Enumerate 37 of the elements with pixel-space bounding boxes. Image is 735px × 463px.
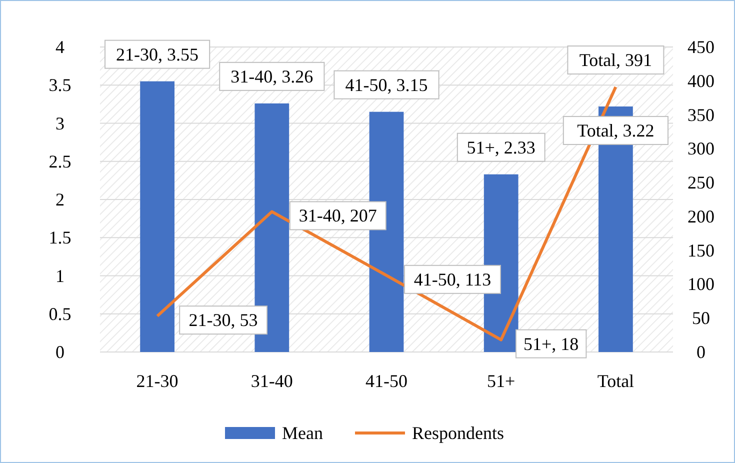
y-tick-label: 0.5	[48, 304, 72, 324]
y2-tick-label: 0	[696, 342, 706, 362]
y-tick-label: 2.5	[48, 151, 72, 172]
y2-tick-label: 450	[688, 37, 714, 57]
legend-label: Respondents	[412, 423, 504, 443]
y2-tick-label: 100	[688, 274, 714, 294]
legend-label: Mean	[282, 423, 323, 443]
x-tick-label: Total	[597, 371, 634, 391]
y-tick-label: 1.5	[48, 228, 72, 248]
data-label: 51+, 2.33	[466, 137, 536, 158]
y2-tick-label: 50	[692, 308, 710, 328]
data-label: 31-40, 207	[298, 206, 377, 226]
y-tick-label: 0	[56, 342, 64, 362]
y2-tick-label: 200	[688, 206, 714, 226]
x-tick-label: 31-40	[250, 371, 293, 391]
data-label: Total, 3.22	[577, 120, 654, 140]
y2-tick-label: 250	[688, 172, 714, 193]
y-tick-label: 3.5	[48, 75, 72, 96]
y-tick-label: 2	[56, 190, 64, 210]
data-label: 41-50, 3.15	[345, 74, 428, 95]
data-label: 31-40, 3.26	[230, 66, 314, 86]
data-label: 21-30, 53	[188, 310, 258, 330]
y2-tick-label: 300	[688, 138, 714, 159]
data-label: 21-30, 3.55	[116, 44, 199, 64]
y-tick-label: 1	[56, 266, 64, 286]
data-label: Total, 391	[579, 50, 652, 70]
bar	[140, 81, 174, 352]
data-label: 41-50, 113	[414, 269, 492, 290]
y2-tick-label: 350	[688, 104, 714, 125]
data-label: 51+, 18	[524, 334, 579, 354]
y2-tick-label: 400	[688, 70, 714, 91]
x-tick-label: 51+	[487, 371, 516, 391]
x-tick-label: 21-30	[136, 371, 178, 391]
y-tick-label: 4	[56, 37, 64, 57]
x-tick-label: 41-50	[366, 371, 408, 391]
y-tick-label: 3	[56, 113, 64, 134]
y2-tick-label: 150	[688, 240, 714, 260]
